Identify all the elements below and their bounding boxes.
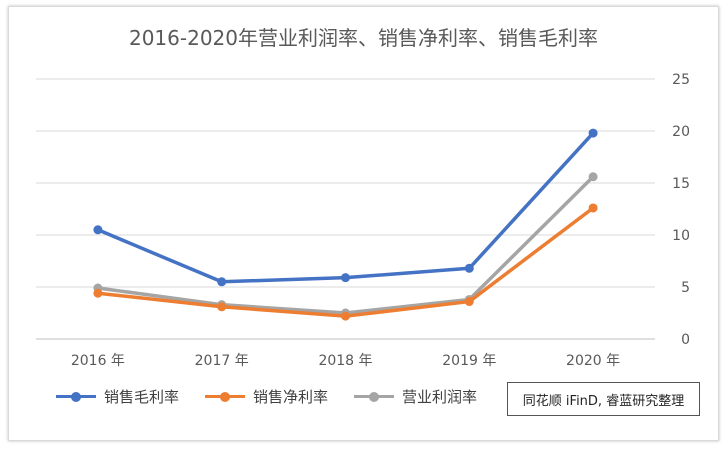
legend-swatch — [56, 391, 96, 402]
chart-title: 2016-2020年营业利润率、销售净利率、销售毛利率 — [128, 26, 598, 50]
legend-swatch — [205, 391, 246, 402]
series-line — [96, 175, 595, 315]
data-point — [464, 263, 474, 273]
data-point — [588, 172, 598, 182]
y-tick-label: 10 — [672, 228, 690, 244]
x-tick-label: 2016 年 — [71, 353, 125, 369]
data-point — [464, 297, 474, 307]
legend-item-net-margin[interactable]: 销售净利率 — [205, 386, 328, 407]
source-note: 同花顺 iFinD, 睿蓝研究整理 — [507, 382, 700, 416]
legend-label: 营业利润率 — [402, 388, 478, 406]
data-point — [588, 203, 598, 213]
y-tick-label: 0 — [681, 332, 690, 348]
x-tick-label: 2020 年 — [566, 353, 620, 369]
data-point — [341, 311, 350, 321]
legend-label: 销售毛利率 — [104, 388, 180, 406]
y-tick-label: 20 — [672, 124, 690, 140]
legend-swatch — [354, 391, 395, 402]
data-point — [341, 273, 350, 283]
x-tick-label: 2018 年 — [318, 353, 372, 369]
legend-label: 销售净利率 — [253, 388, 329, 406]
series-line — [96, 131, 595, 284]
data-point — [93, 288, 103, 298]
legend-item-operating-margin[interactable]: 营业利润率 — [354, 386, 477, 407]
x-tick-label: 2019 年 — [442, 353, 496, 369]
legend-item-gross-margin[interactable]: 销售毛利率 — [56, 386, 179, 407]
x-tick-label: 2017 年 — [195, 353, 249, 369]
chart-legend: 销售毛利率 销售净利率 营业利润率 — [56, 386, 477, 407]
data-point — [588, 128, 598, 138]
data-point — [217, 302, 227, 312]
y-tick-label: 25 — [672, 72, 690, 88]
y-tick-label: 15 — [672, 176, 690, 192]
data-point — [217, 277, 227, 287]
data-point — [93, 225, 103, 235]
y-tick-label: 5 — [681, 280, 690, 296]
